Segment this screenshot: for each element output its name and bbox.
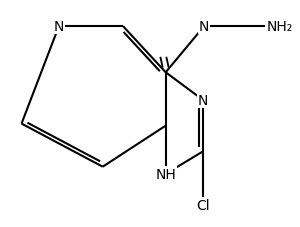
Text: NH: NH <box>155 167 176 181</box>
Text: N: N <box>54 20 64 34</box>
Text: N: N <box>199 20 209 34</box>
Text: N: N <box>198 94 208 108</box>
Text: Cl: Cl <box>196 198 210 212</box>
Text: NH₂: NH₂ <box>266 20 292 34</box>
